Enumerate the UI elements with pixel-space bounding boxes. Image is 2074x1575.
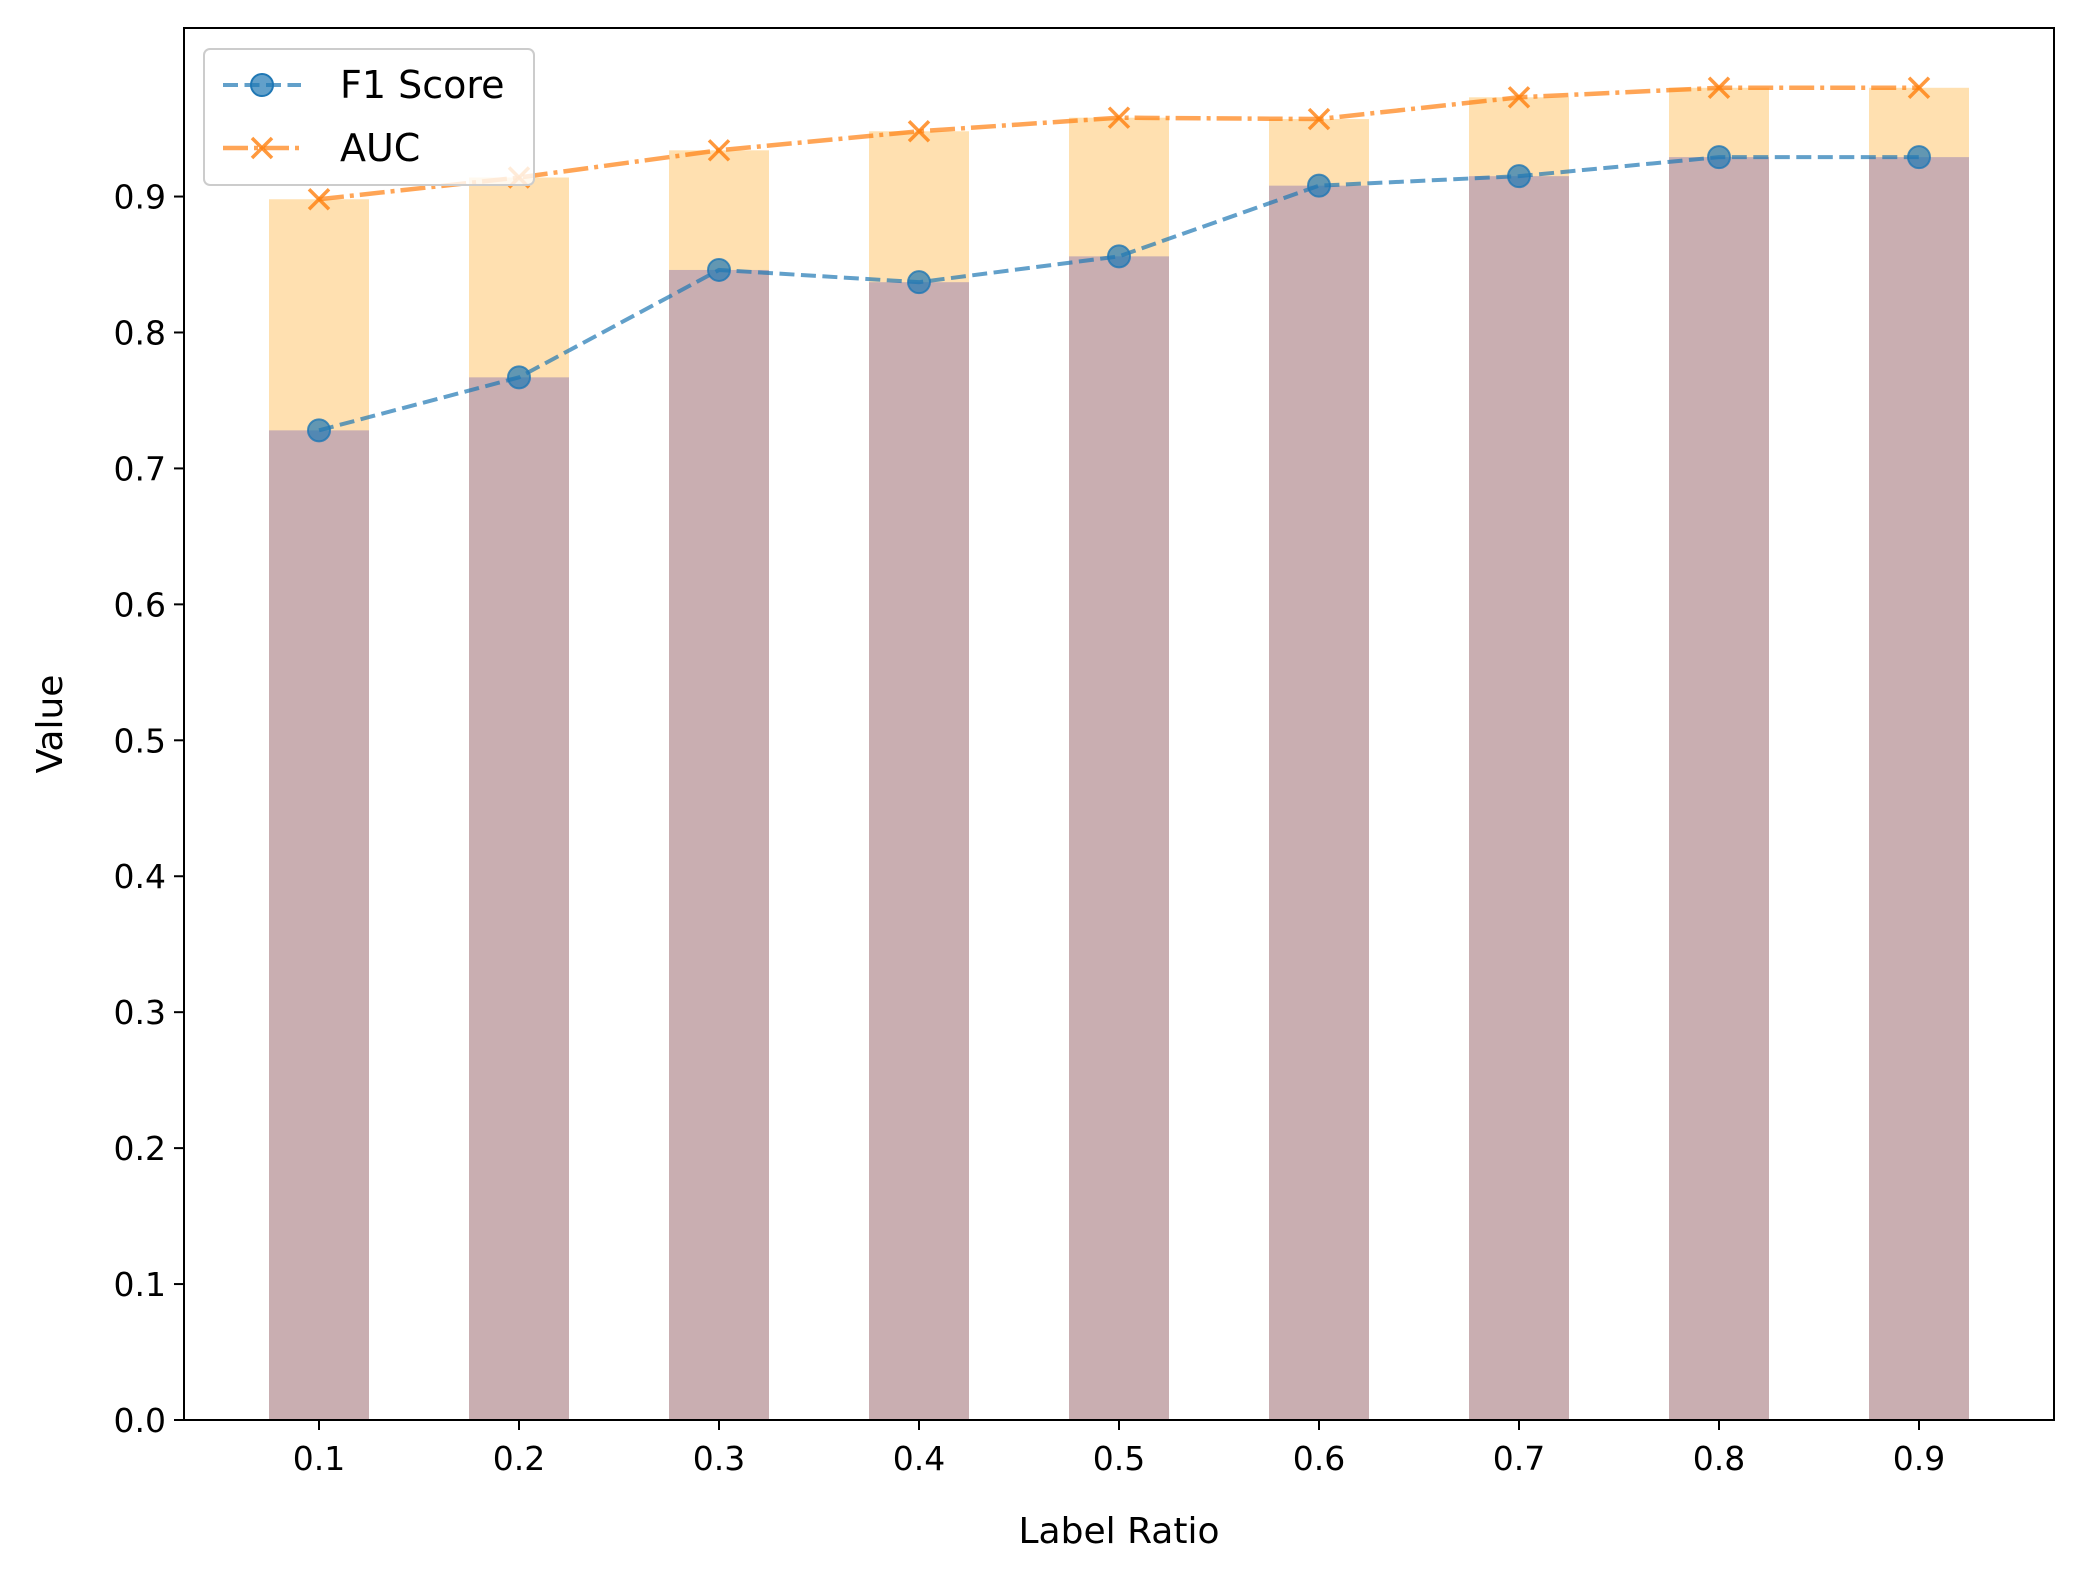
auc-line	[318, 85, 1919, 202]
y-tick-label: 0.1	[114, 1265, 166, 1304]
y-tick-label: 0.2	[114, 1129, 166, 1168]
auc-marker-0.3	[707, 139, 731, 162]
f1-bar-0.2	[469, 377, 569, 1420]
f1-marker-0.3	[707, 257, 731, 282]
x-tick-label: 0.9	[1893, 1439, 1945, 1478]
legend-auc-marker	[250, 136, 274, 160]
auc-marker-0.8	[1707, 76, 1731, 100]
y-axis: 0.0 0.1 0.2 0.3 0.4 0.5 0.6 0.7 0.8 0.9	[114, 178, 184, 1440]
f1-bar-0.3	[669, 269, 769, 1420]
y-tick-label: 0.3	[114, 993, 166, 1032]
f1-marker-0.6	[1307, 173, 1331, 198]
y-tick-label: 0.6	[114, 585, 166, 624]
x-tick-label: 0.8	[1693, 1439, 1745, 1478]
x-tick-label: 0.6	[1293, 1439, 1345, 1478]
f1-bar-0.5	[1069, 256, 1169, 1420]
x-axis-label: Label Ratio	[1019, 1511, 1220, 1552]
legend-f1-label: F1 Score	[340, 63, 505, 107]
auc-marker-0.1	[307, 188, 331, 211]
x-tick-label: 0.2	[493, 1439, 545, 1478]
y-tick-label: 0.0	[114, 1401, 166, 1440]
auc-marker-0.7	[1507, 86, 1531, 109]
y-tick-label: 0.5	[114, 721, 166, 760]
y-tick-label: 0.4	[114, 857, 166, 896]
auc-marker-0.4	[907, 120, 931, 143]
auc-marker-0.9	[1907, 76, 1931, 100]
x-tick-label: 0.7	[1493, 1439, 1545, 1478]
y-tick-label: 0.8	[114, 313, 166, 352]
x-tick-label: 0.5	[1093, 1439, 1145, 1478]
auc-marker-0.5	[1107, 106, 1131, 129]
f1-marker-0.7	[1507, 164, 1531, 189]
f1-marker-0.5	[1107, 244, 1131, 269]
f1-bar-0.4	[869, 282, 969, 1421]
f1-bars	[269, 157, 1969, 1421]
f1-marker-0.9	[1907, 145, 1931, 170]
y-axis-label: Value	[30, 675, 71, 774]
f1-marker-0.4	[907, 270, 931, 295]
legend-auc-x	[250, 136, 274, 160]
auc-marker-0.6	[1307, 107, 1331, 131]
legend-auc-label: AUC	[340, 126, 420, 170]
legend: F1 Score AUC	[203, 48, 535, 186]
f1-marker-0.1	[307, 418, 331, 443]
f1-bar-0.6	[1269, 185, 1369, 1420]
series-lines	[318, 85, 1919, 433]
x-axis: 0.1 0.2 0.3 0.4 0.5 0.6 0.7 0.8 0.9	[293, 1420, 1945, 1478]
f1-bar-0.1	[269, 430, 369, 1420]
f1-bar-0.7	[1469, 176, 1569, 1420]
f1-marker-0.8	[1707, 145, 1731, 170]
x-tick-label: 0.3	[693, 1439, 745, 1478]
x-tick-label: 0.4	[893, 1439, 945, 1478]
y-tick-label: 0.7	[114, 449, 166, 488]
f1-bar-0.8	[1669, 157, 1769, 1420]
legend-box	[203, 48, 535, 186]
y-tick-label: 0.9	[114, 178, 166, 217]
f1-bar-0.9	[1869, 157, 1969, 1420]
f1-marker-0.2	[507, 365, 531, 390]
x-tick-label: 0.1	[293, 1439, 345, 1478]
legend-f1-marker	[250, 73, 274, 97]
f1-score-line	[318, 155, 1919, 433]
